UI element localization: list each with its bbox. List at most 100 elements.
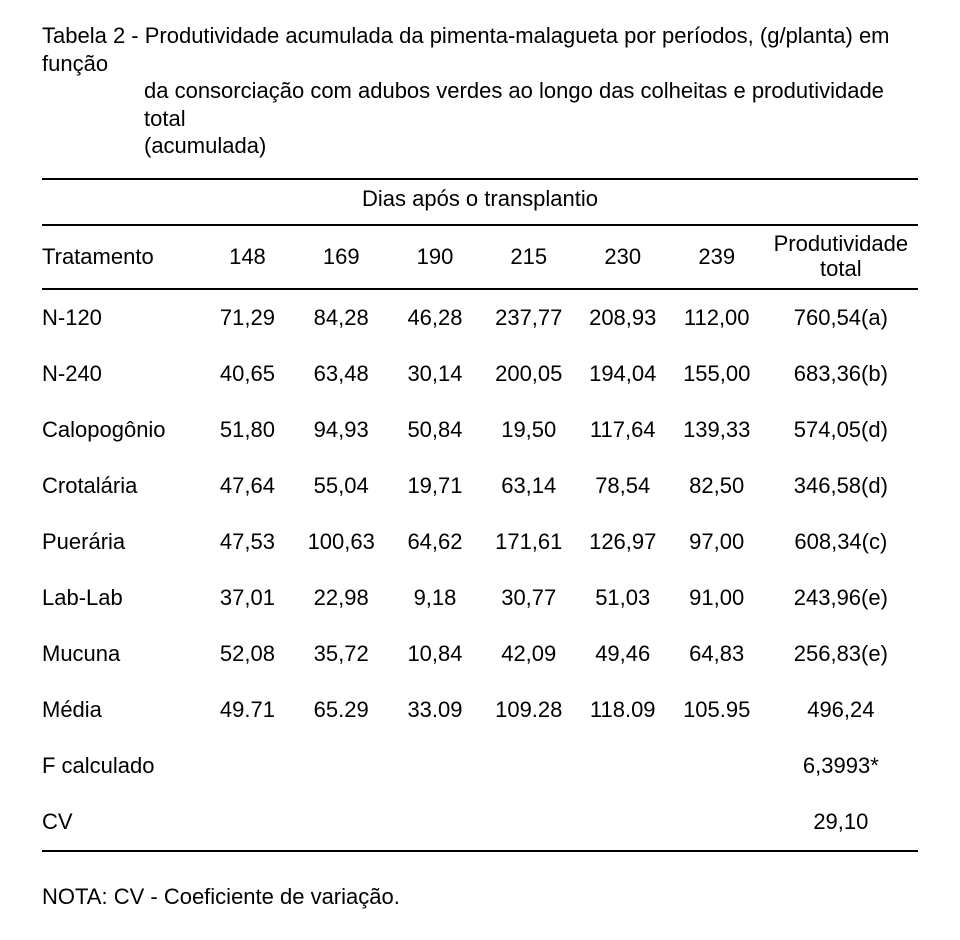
cell: 52,08 (201, 626, 295, 682)
cell: 51,80 (201, 402, 295, 458)
row-label: Puerária (42, 514, 201, 570)
cell: 47,53 (201, 514, 295, 570)
row-label: Média (42, 682, 201, 738)
cell: 84,28 (294, 289, 388, 346)
table-row: Crotalária 47,64 55,04 19,71 63,14 78,54… (42, 458, 918, 514)
cell-last: 29,10 (764, 794, 918, 851)
row-label: N-120 (42, 289, 201, 346)
table-row: Calopogônio 51,80 94,93 50,84 19,50 117,… (42, 402, 918, 458)
header-col-5: 239 (670, 225, 764, 289)
row-label: F calculado (42, 738, 201, 794)
table-row: F calculado 6,3993* (42, 738, 918, 794)
cell: 47,64 (201, 458, 295, 514)
cell: 105.95 (670, 682, 764, 738)
row-label: CV (42, 794, 201, 851)
cell: 64,83 (670, 626, 764, 682)
cell: 126,97 (576, 514, 670, 570)
cell: 22,98 (294, 570, 388, 626)
cell: 117,64 (576, 402, 670, 458)
cell: 94,93 (294, 402, 388, 458)
cell: 118.09 (576, 682, 670, 738)
table-row: Média 49.71 65.29 33.09 109.28 118.09 10… (42, 682, 918, 738)
cell: 35,72 (294, 626, 388, 682)
header-col-1: 169 (294, 225, 388, 289)
cell-last: 6,3993* (764, 738, 918, 794)
cell: 208,93 (576, 289, 670, 346)
cell (670, 738, 764, 794)
cell (294, 738, 388, 794)
cell: 65.29 (294, 682, 388, 738)
row-label: Mucuna (42, 626, 201, 682)
cell: 30,14 (388, 346, 482, 402)
header-col-last: Produtividade total (764, 225, 918, 289)
cell: 64,62 (388, 514, 482, 570)
cell-last: 760,54(a) (764, 289, 918, 346)
cell: 10,84 (388, 626, 482, 682)
cell: 19,50 (482, 402, 576, 458)
cell: 51,03 (576, 570, 670, 626)
table-row: CV 29,10 (42, 794, 918, 851)
cell (388, 794, 482, 851)
cell (201, 738, 295, 794)
cell: 37,01 (201, 570, 295, 626)
cell: 40,65 (201, 346, 295, 402)
header-last-bottom: total (764, 257, 918, 281)
header-col-3: 215 (482, 225, 576, 289)
cell-last: 608,34(c) (764, 514, 918, 570)
header-col-4: 230 (576, 225, 670, 289)
table-row: Mucuna 52,08 35,72 10,84 42,09 49,46 64,… (42, 626, 918, 682)
header-col-2: 190 (388, 225, 482, 289)
caption-line-2: da consorciação com adubos verdes ao lon… (42, 77, 918, 132)
row-label: Lab-Lab (42, 570, 201, 626)
subheader: Dias após o transplantio (42, 186, 918, 212)
row-label: Crotalária (42, 458, 201, 514)
cell: 63,48 (294, 346, 388, 402)
caption-line-1: Tabela 2 - Produtividade acumulada da pi… (42, 22, 918, 77)
cell: 112,00 (670, 289, 764, 346)
header-last-top: Produtividade (764, 232, 918, 256)
cell: 171,61 (482, 514, 576, 570)
cell: 63,14 (482, 458, 576, 514)
cell: 55,04 (294, 458, 388, 514)
cell: 71,29 (201, 289, 295, 346)
table-row: Puerária 47,53 100,63 64,62 171,61 126,9… (42, 514, 918, 570)
table-row: N-240 40,65 63,48 30,14 200,05 194,04 15… (42, 346, 918, 402)
table-note: NOTA: CV - Coeficiente de variação. (42, 884, 918, 910)
cell-last: 243,96(e) (764, 570, 918, 626)
header-col-0: 148 (201, 225, 295, 289)
table-row: Lab-Lab 37,01 22,98 9,18 30,77 51,03 91,… (42, 570, 918, 626)
cell: 109.28 (482, 682, 576, 738)
cell (388, 738, 482, 794)
cell (201, 794, 295, 851)
cell: 194,04 (576, 346, 670, 402)
cell: 91,00 (670, 570, 764, 626)
cell: 30,77 (482, 570, 576, 626)
cell: 100,63 (294, 514, 388, 570)
caption-line-3: (acumulada) (42, 132, 918, 160)
header-row: Tratamento 148 169 190 215 230 239 Produ… (42, 225, 918, 289)
cell-last: 574,05(d) (764, 402, 918, 458)
cell (576, 738, 670, 794)
cell: 97,00 (670, 514, 764, 570)
cell: 9,18 (388, 570, 482, 626)
row-label: N-240 (42, 346, 201, 402)
cell: 155,00 (670, 346, 764, 402)
cell (576, 794, 670, 851)
cell-last: 496,24 (764, 682, 918, 738)
cell (482, 794, 576, 851)
cell: 82,50 (670, 458, 764, 514)
cell: 19,71 (388, 458, 482, 514)
cell: 78,54 (576, 458, 670, 514)
cell: 50,84 (388, 402, 482, 458)
cell-last: 346,58(d) (764, 458, 918, 514)
header-treatment: Tratamento (42, 225, 201, 289)
table-caption: Tabela 2 - Produtividade acumulada da pi… (42, 22, 918, 160)
cell: 200,05 (482, 346, 576, 402)
cell: 139,33 (670, 402, 764, 458)
cell-last: 256,83(e) (764, 626, 918, 682)
cell (482, 738, 576, 794)
cell: 49.71 (201, 682, 295, 738)
cell: 49,46 (576, 626, 670, 682)
cell: 46,28 (388, 289, 482, 346)
cell: 237,77 (482, 289, 576, 346)
